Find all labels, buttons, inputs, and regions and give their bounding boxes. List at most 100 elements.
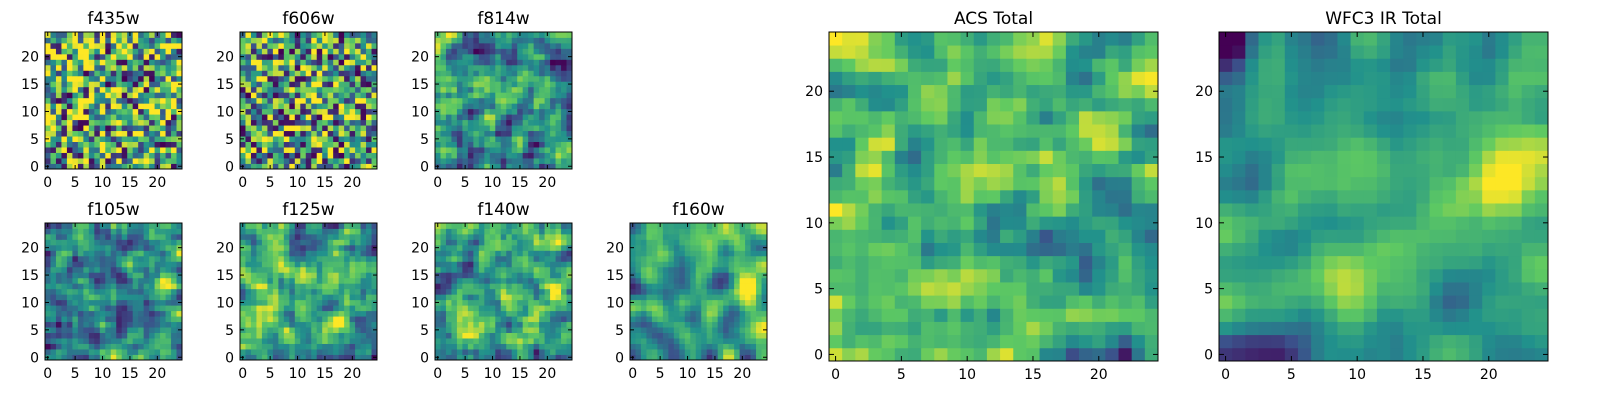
heatmap-cell <box>256 81 263 88</box>
heatmap-cell <box>1013 308 1027 322</box>
heatmap-cell <box>445 48 452 55</box>
heatmap-cell <box>881 347 896 362</box>
heatmap-cell <box>881 150 896 164</box>
heatmap-cell <box>94 283 101 290</box>
heatmap-cell <box>1039 295 1054 309</box>
heatmap-cell <box>522 272 529 279</box>
heatmap-cell <box>1105 347 1119 362</box>
heatmap-cell <box>734 299 740 306</box>
heatmap-cell <box>165 136 172 142</box>
heatmap-cell <box>679 332 686 339</box>
heatmap-cell <box>539 299 545 306</box>
heatmap-cell <box>327 233 334 240</box>
heatmap-cell <box>544 147 551 153</box>
heatmap-cell <box>456 266 463 273</box>
y-tick-label: 0 <box>30 159 39 175</box>
heatmap-cell <box>829 242 843 257</box>
heatmap-cell <box>110 136 117 142</box>
heatmap-cell <box>500 261 507 268</box>
heatmap-cell <box>489 59 496 66</box>
heatmap-cell <box>121 233 128 240</box>
heatmap-cell <box>94 130 101 137</box>
heatmap-cell <box>272 158 279 164</box>
heatmap-cell <box>528 48 535 55</box>
heatmap-cell <box>72 343 79 350</box>
heatmap-cell <box>66 53 73 60</box>
heatmap-cell <box>256 108 263 115</box>
heatmap-cell <box>327 316 334 323</box>
heatmap-cell <box>495 288 502 295</box>
heatmap-cell <box>478 141 485 148</box>
heatmap-cell <box>149 294 155 301</box>
heatmap-cell <box>456 130 463 137</box>
heatmap-cell <box>478 266 485 273</box>
heatmap-cell <box>550 64 556 71</box>
heatmap-cell <box>160 310 166 317</box>
heatmap-cell <box>261 32 268 38</box>
heatmap-cell <box>88 75 95 82</box>
heatmap-cell <box>511 233 518 240</box>
heatmap-cell <box>349 343 356 350</box>
heatmap-cell <box>300 223 307 229</box>
heatmap-cell <box>734 255 740 262</box>
heatmap-cell <box>635 233 642 240</box>
heatmap-cell <box>467 272 474 279</box>
heatmap-cell <box>695 283 702 290</box>
heatmap-cell <box>121 163 128 170</box>
panel-title: f140w <box>477 200 529 220</box>
heatmap-cell <box>66 125 73 132</box>
heatmap-cell <box>327 136 334 142</box>
heatmap-cell <box>451 332 458 339</box>
heatmap-cell <box>121 130 128 137</box>
heatmap-cell <box>528 332 535 339</box>
heatmap-cell <box>522 152 529 159</box>
heatmap-cell <box>311 136 318 142</box>
heatmap-cell <box>679 294 686 301</box>
heatmap-cell <box>245 332 252 339</box>
heatmap-cell <box>533 327 540 333</box>
heatmap-cell <box>116 147 123 153</box>
heatmap-cell <box>456 321 463 328</box>
heatmap-cell <box>668 349 675 355</box>
heatmap-cell <box>462 272 469 279</box>
heatmap-cell <box>673 338 680 344</box>
heatmap-cell <box>245 125 252 132</box>
heatmap-cell <box>440 114 447 121</box>
heatmap-cell <box>245 349 252 355</box>
heatmap-cell <box>706 316 713 323</box>
heatmap-cell <box>511 321 518 328</box>
heatmap-cell <box>473 86 480 93</box>
heatmap-cell <box>240 114 246 121</box>
heatmap-cell <box>533 332 540 339</box>
heatmap-cell <box>344 299 350 306</box>
heatmap-cell <box>349 108 356 115</box>
heatmap-cell <box>278 70 285 77</box>
heatmap-cell <box>561 75 567 82</box>
heatmap-cell <box>756 283 762 290</box>
heatmap-cell <box>294 239 301 246</box>
heatmap-cell <box>349 261 356 268</box>
heatmap-cell <box>66 103 73 110</box>
heatmap-cell <box>734 277 740 284</box>
heatmap-cell <box>278 255 285 262</box>
heatmap-cell <box>555 103 562 110</box>
heatmap-cell <box>160 92 166 99</box>
heatmap-cell <box>121 294 128 301</box>
heatmap-cell <box>651 310 658 317</box>
heatmap-cell <box>657 288 664 295</box>
heatmap-cell <box>289 316 296 323</box>
heatmap-cell <box>278 37 285 44</box>
heatmap-cell <box>344 130 350 137</box>
heatmap-cell <box>467 223 474 229</box>
heatmap-cell <box>154 244 161 251</box>
heatmap-cell <box>1052 216 1067 230</box>
heatmap-cell <box>684 277 691 284</box>
heatmap-cell <box>143 136 150 142</box>
heatmap-cell <box>1013 321 1027 336</box>
heatmap-cell <box>511 255 518 262</box>
heatmap-cell <box>165 332 172 339</box>
heatmap-cell <box>684 261 691 268</box>
heatmap-cell <box>462 64 469 71</box>
heatmap-cell <box>723 305 730 312</box>
